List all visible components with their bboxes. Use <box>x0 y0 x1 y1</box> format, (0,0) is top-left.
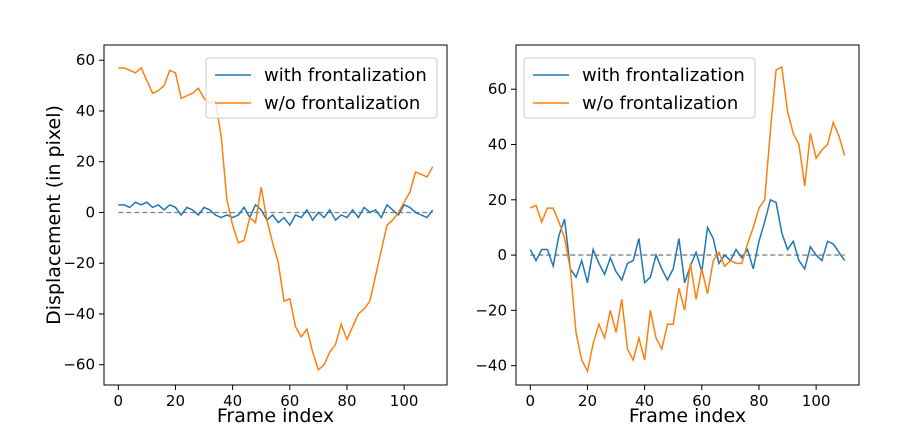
series-line <box>529 65 846 374</box>
y-tick-label: 60 <box>76 51 95 69</box>
x-tick-label: 40 <box>223 392 242 410</box>
legend-label: with frontalization <box>264 65 427 86</box>
x-tick-label: 60 <box>280 392 299 410</box>
y-tick-label: 0 <box>497 246 507 264</box>
x-tick-label: 0 <box>526 392 536 410</box>
x-tick-label: 60 <box>692 392 711 410</box>
x-tick-label: 40 <box>635 392 654 410</box>
x-tick-label: 20 <box>166 392 185 410</box>
y-axis-label: Displacement (in pixel) <box>43 105 65 325</box>
y-tick-label: −20 <box>475 301 507 319</box>
y-tick-label: −20 <box>63 254 95 272</box>
x-tick-label: 0 <box>114 392 124 410</box>
x-axis-label: Frame index <box>629 405 746 427</box>
x-tick-label: 100 <box>390 392 419 410</box>
x-tick-label: 80 <box>749 392 768 410</box>
series-line <box>118 201 434 227</box>
legend-box <box>205 57 438 119</box>
legend-box <box>523 57 756 119</box>
plot-frame <box>103 44 448 386</box>
y-tick-label: 0 <box>85 203 95 221</box>
y-tick-label: 20 <box>488 191 507 209</box>
x-tick-label: 20 <box>578 392 597 410</box>
series-line <box>118 66 434 372</box>
y-tick-label: 20 <box>76 153 95 171</box>
x-axis-label: Frame index <box>217 405 334 427</box>
legend-label: with frontalization <box>582 65 745 86</box>
y-tick-label: 60 <box>488 80 507 98</box>
y-tick-label: −40 <box>475 357 507 375</box>
y-tick-label: −40 <box>63 305 95 323</box>
series-line <box>529 198 846 285</box>
y-tick-label: 40 <box>488 136 507 154</box>
x-tick-label: 80 <box>337 392 356 410</box>
plot-frame <box>515 44 860 386</box>
legend-label: w/o frontalization <box>582 93 738 114</box>
y-tick-label: 40 <box>76 102 95 120</box>
y-tick-label: −60 <box>63 356 95 374</box>
x-tick-label: 100 <box>802 392 831 410</box>
legend-label: w/o frontalization <box>264 93 420 114</box>
